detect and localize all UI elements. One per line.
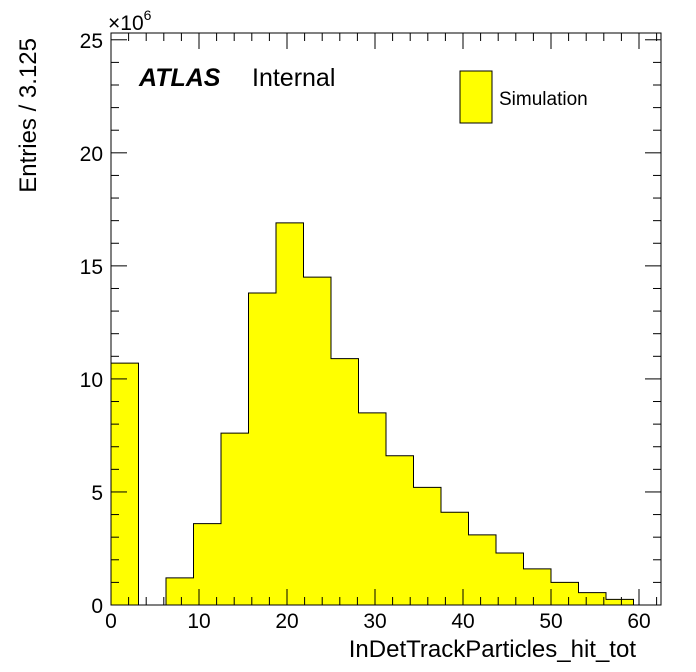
x-tick-labels: 0 10 20 30 40 50 60 — [105, 610, 651, 633]
histogram-bin — [523, 568, 551, 605]
histogram-bin — [386, 455, 414, 605]
histogram-bin — [606, 599, 634, 605]
x-tick-label: 20 — [275, 610, 298, 633]
x-tick-label: 60 — [627, 610, 650, 633]
y-tick-label: 25 — [80, 30, 103, 53]
histogram-bin — [358, 412, 386, 605]
y-multiplier-base: ×10 — [108, 12, 144, 35]
y-tick-label: 15 — [80, 256, 103, 279]
x-tick-label: 0 — [105, 610, 117, 633]
x-tick-label: 30 — [363, 610, 386, 633]
histogram-bin — [441, 512, 469, 605]
y-tick-label: 10 — [80, 369, 103, 392]
x-tick-label: 40 — [451, 610, 474, 633]
legend-swatch — [459, 70, 493, 124]
y-tick-labels: 0 5 10 15 20 25 — [80, 30, 103, 618]
histogram-bin — [111, 363, 139, 605]
histogram-bin — [551, 582, 579, 605]
atlas-label: ATLAS — [138, 64, 221, 92]
histogram-bin — [248, 293, 276, 605]
histogram-bin — [166, 577, 194, 605]
x-tick-label: 10 — [187, 610, 210, 633]
histogram-bin — [193, 523, 221, 605]
y-axis-title: Entries / 3.125 — [15, 38, 42, 193]
histogram-bin — [331, 358, 359, 605]
legend-label: Simulation — [499, 89, 588, 110]
histogram-bin — [496, 553, 524, 605]
histogram-outline — [110, 222, 634, 606]
x-axis-title: InDetTrackParticles_hit_tot — [349, 636, 637, 663]
histogram-bin — [303, 277, 331, 605]
histogram-bin — [468, 534, 496, 605]
histogram-bin — [413, 487, 441, 605]
histogram-bin — [221, 433, 249, 605]
y-tick-label: 0 — [91, 595, 103, 618]
histogram-bin — [578, 592, 606, 605]
y-multiplier-exponent: 6 — [144, 7, 152, 23]
internal-label: Internal — [252, 64, 335, 92]
plot-frame — [110, 32, 662, 606]
legend: Simulation — [459, 70, 588, 124]
histogram-bin — [276, 222, 304, 606]
histogram-bars — [110, 222, 634, 606]
axis-ticks — [110, 33, 661, 606]
y-multiplier: ×106 — [108, 7, 152, 35]
x-tick-label: 50 — [539, 610, 562, 633]
y-tick-label: 5 — [91, 482, 103, 505]
y-tick-label: 20 — [80, 143, 103, 166]
